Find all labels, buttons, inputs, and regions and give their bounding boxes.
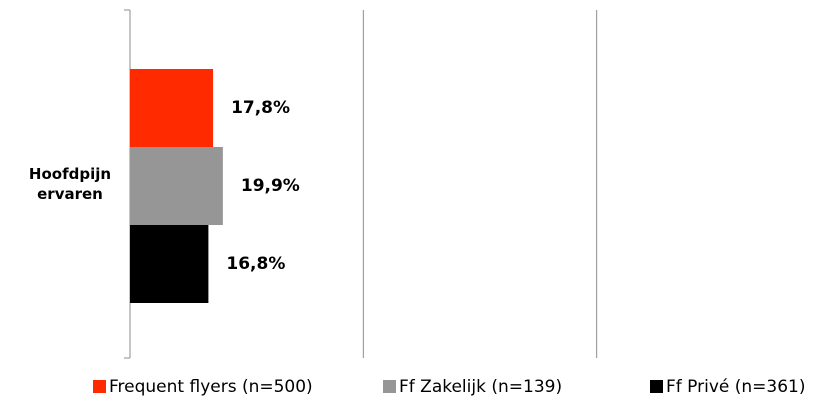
value-label: 19,9%	[241, 176, 300, 196]
value-label: 17,8%	[231, 98, 290, 118]
bar	[130, 147, 223, 225]
value-label: 16,8%	[226, 254, 285, 274]
legend-label: Ff Zakelijk (n=139)	[399, 377, 562, 397]
legend-label: Ff Privé (n=361)	[666, 377, 806, 397]
legend-swatch	[383, 380, 396, 393]
bar	[130, 225, 209, 303]
category-label: Hoofdpijn ervaren	[28, 165, 112, 203]
bar	[130, 69, 214, 147]
legend-swatch	[650, 380, 663, 393]
legend-swatch	[93, 380, 106, 393]
legend-label: Frequent flyers (n=500)	[109, 377, 313, 397]
